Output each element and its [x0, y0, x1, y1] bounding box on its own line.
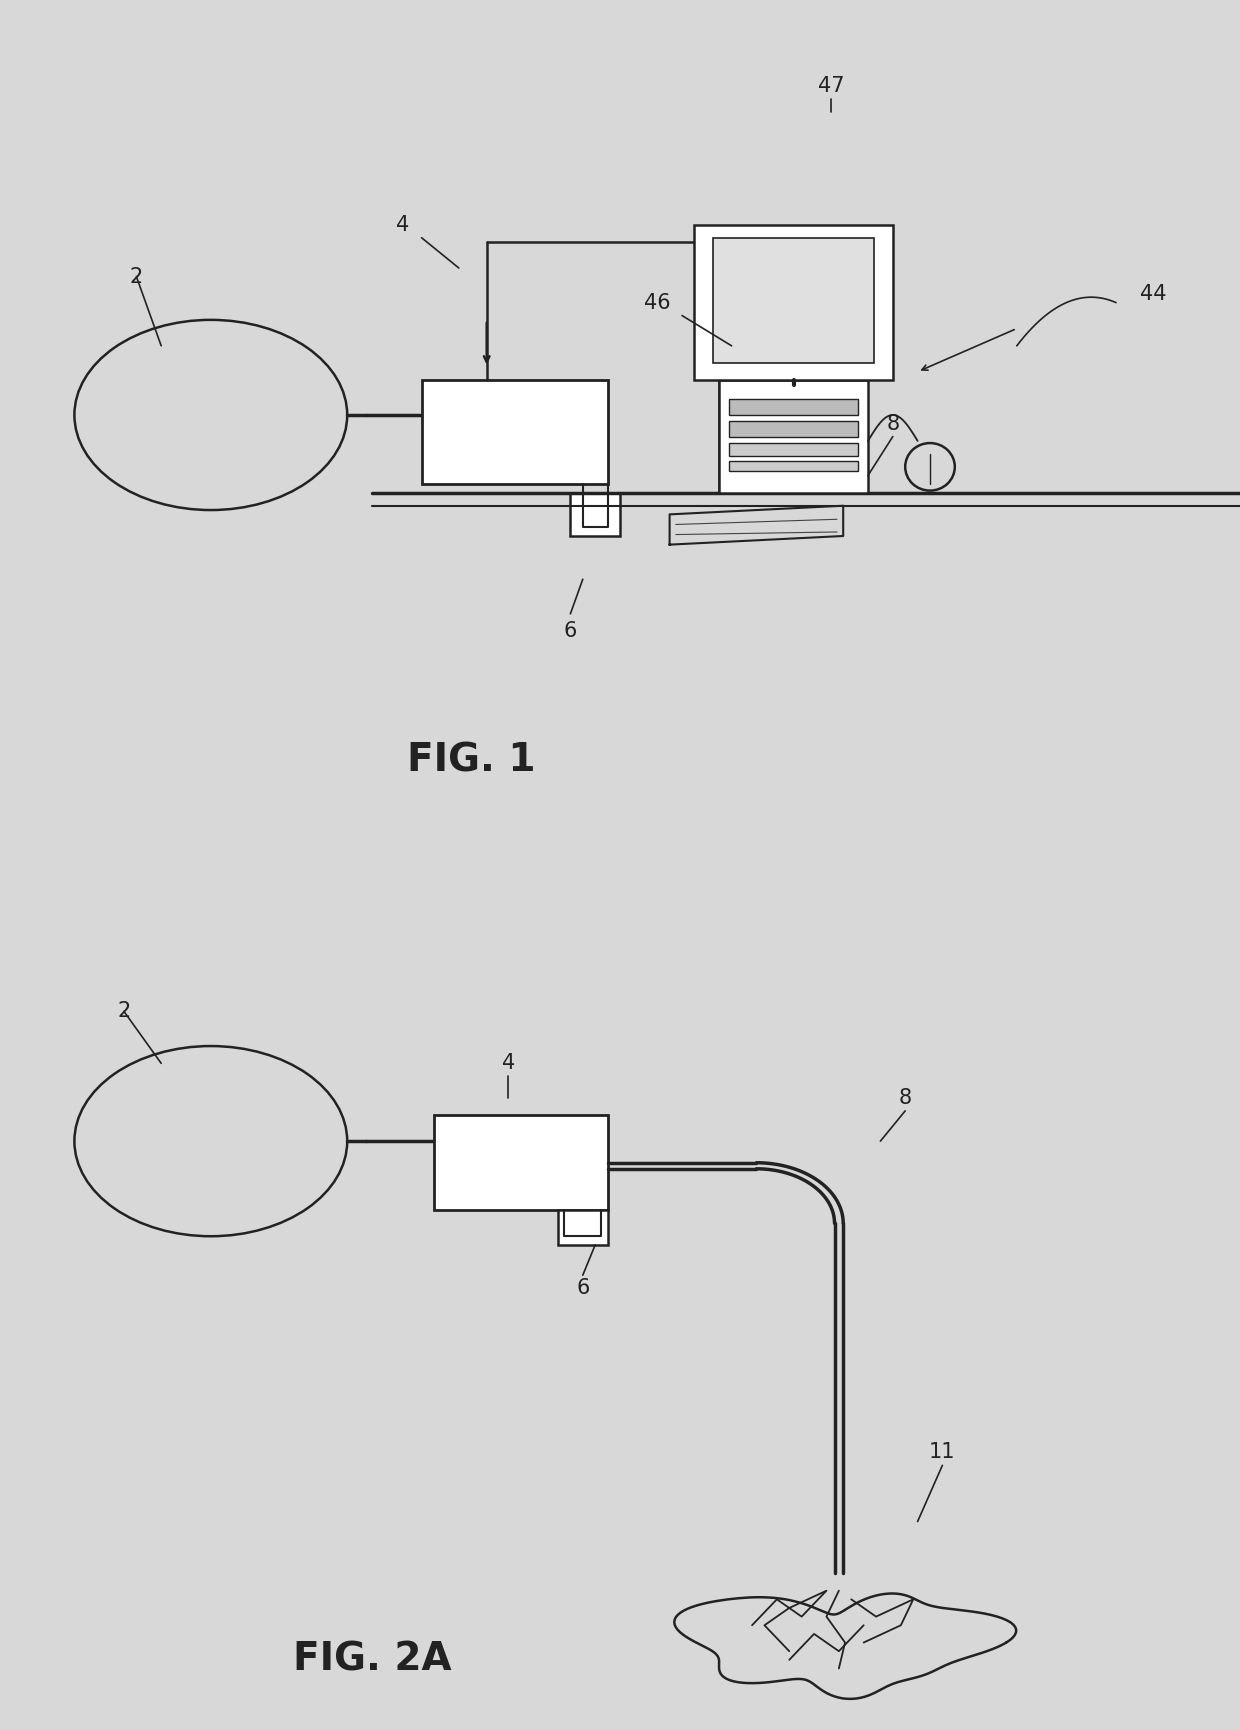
- Bar: [729, 399, 858, 415]
- Text: 47: 47: [817, 76, 844, 97]
- Text: 2: 2: [118, 1001, 130, 1022]
- Text: 6: 6: [564, 621, 577, 641]
- Bar: [729, 462, 858, 472]
- Bar: [570, 493, 620, 536]
- Text: 6: 6: [577, 1278, 589, 1298]
- Bar: [719, 380, 868, 493]
- Bar: [729, 444, 858, 456]
- Bar: [729, 422, 858, 437]
- Bar: [434, 1115, 608, 1210]
- Bar: [694, 225, 893, 380]
- Text: FIG. 1: FIG. 1: [407, 742, 536, 780]
- Text: 11: 11: [929, 1442, 956, 1463]
- Bar: [713, 239, 874, 363]
- Text: 4: 4: [502, 1053, 515, 1074]
- Text: 4: 4: [396, 214, 409, 235]
- Text: 46: 46: [644, 292, 671, 313]
- Text: 2: 2: [130, 266, 143, 287]
- Text: 44: 44: [1140, 284, 1167, 304]
- Bar: [558, 1210, 608, 1245]
- Text: FIG. 2A: FIG. 2A: [293, 1641, 451, 1679]
- Bar: [422, 380, 608, 484]
- Text: 8: 8: [899, 1088, 911, 1108]
- Text: 8: 8: [887, 413, 899, 434]
